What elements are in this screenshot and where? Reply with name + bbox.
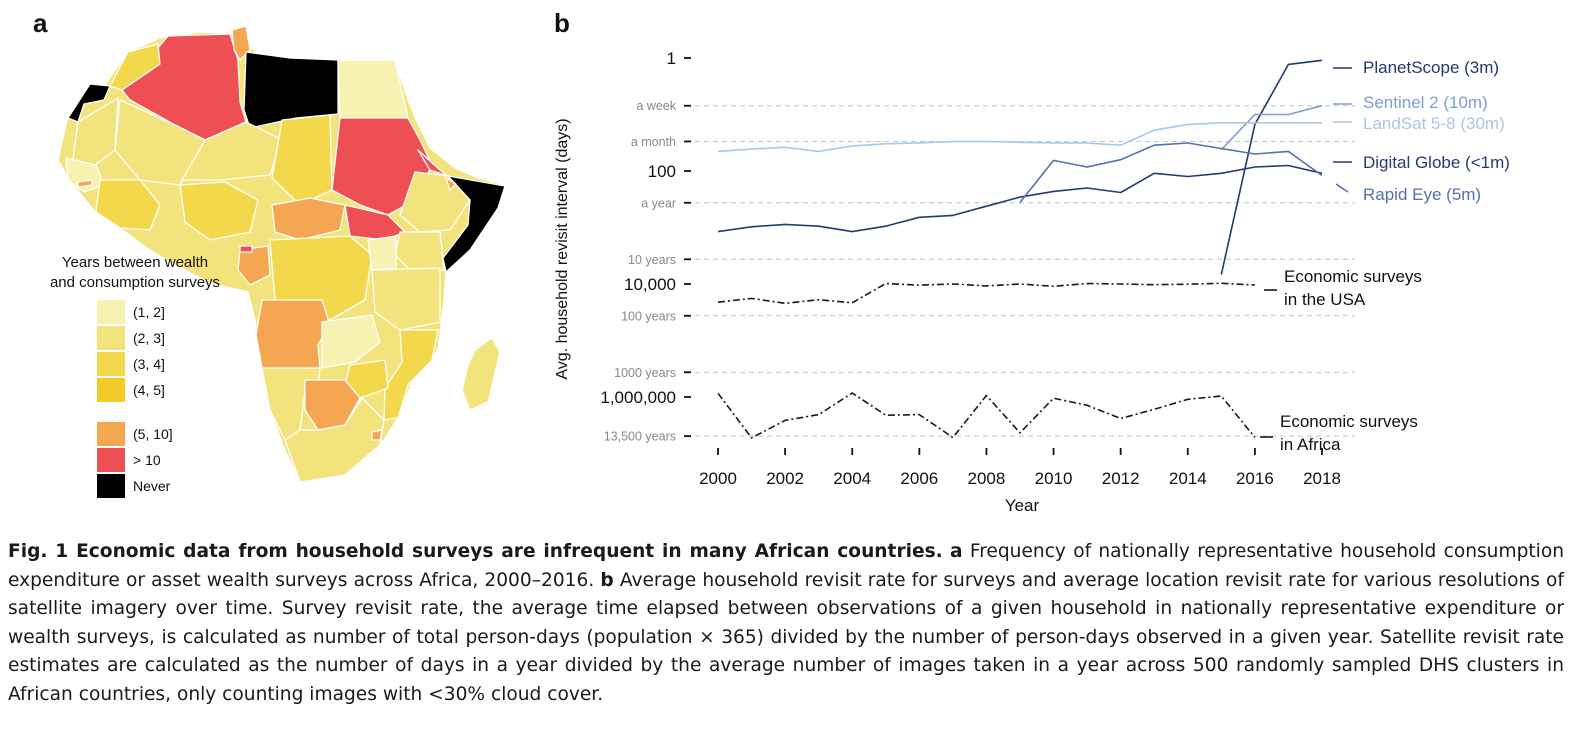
x-tick-label-8: 2016 [1236,469,1274,488]
map-senegal [65,157,105,193]
series-label-0: PlanetScope (3m) [1363,58,1499,77]
legend-label-6: Never [133,478,171,494]
map-car [271,197,346,241]
y-tick-label-0: 1 [667,49,676,68]
map-tunisia [231,25,251,61]
panel-b-letter: b [554,8,570,38]
legend-title-line-1: Years between wealth [62,254,208,271]
figure: a b [33,8,1510,515]
legend-label-2: (3, 4] [133,356,165,372]
series-line-2 [717,122,1322,153]
series-label-1: Sentinel 2 (10m) [1363,93,1488,112]
caption-a-text: Frequency of nationally representative h… [8,541,1564,591]
map-equatorial-guinea [239,245,253,253]
map-mauritania [71,97,119,166]
africa-map: Years between wealth and consumption sur… [50,25,507,498]
y-tick-label-1: 100 [648,162,676,181]
legend-swatch-2 [97,352,125,376]
x-tick-label-5: 2010 [1035,469,1073,488]
y-tick-label-9: 1000 years [614,366,676,380]
series-label-5-line-1: in the USA [1284,290,1366,309]
map-legend: (1, 2] (2, 3] (3, 4] (4, 5] (5, 10] > 10 Never [97,300,173,498]
y-tick-label-5: a month [631,135,676,149]
series-label-5-line-0: Economic surveys [1284,267,1422,286]
legend-title-line-2: and consumption surveys [50,274,220,291]
map-west-coast [95,179,161,231]
map-djibouti [445,177,457,191]
map-somalia [442,175,506,273]
legend-swatch-0 [97,300,125,324]
legend-label-3: (4, 5] [133,382,165,398]
map-gambia [77,179,93,188]
legend-label-1: (2, 3] [133,330,165,346]
caption-fig-label: Fig. 1 Economic data from household surv… [8,541,943,562]
series-label-3: Digital Globe (<1m) [1363,153,1510,172]
grid [695,105,1355,437]
map-egypt [337,59,409,119]
legend-label-0: (1, 2] [133,304,165,320]
map-swaziland [371,429,383,441]
series-line-3 [717,164,1323,233]
x-tick-label-0: 2000 [699,469,737,488]
map-zambia [321,314,381,369]
map-angola [255,299,331,369]
series-label-6-line-0: Economic surveys [1280,412,1418,431]
x-tick-label-7: 2014 [1169,469,1207,488]
y-tick-label-4: a week [636,99,676,113]
map-tanzania [371,267,441,331]
x-tick-label-4: 2008 [968,469,1006,488]
series-line-6 [717,392,1256,439]
map-nigeria [179,181,259,241]
map-niger [181,121,283,181]
caption-b-text: Average household revisit rate for surve… [8,569,1564,705]
series-lines [717,59,1323,439]
legend-label-5: > 10 [133,452,161,468]
x-axis-ticks: 2000 2002 2004 2006 2008 2010 2012 2014 2016 2018 [699,448,1341,488]
caption-a-marker: a [950,541,963,562]
map-eritrea [417,149,449,177]
y-axis-ticks: 1 100 10,000 1,000,000 a week a month a year 10… [600,49,691,444]
series-labels: PlanetScope (3m) Sentinel 2 (10m) LandSat … [1260,58,1510,454]
y-tick-label-2: 10,000 [624,275,676,294]
map-madagascar [461,337,501,411]
x-tick-label-1: 2002 [766,469,804,488]
series-line-1 [1220,104,1323,151]
x-tick-label-2: 2004 [833,469,871,488]
revisit-chart: Avg. household revisit interval (days) Y… [554,49,1510,515]
legend-label-4: (5, 10] [133,426,173,442]
series-label-leader-4 [1335,183,1349,193]
y-tick-label-8: 100 years [621,309,676,323]
y-tick-label-10: 13,500 years [604,430,676,444]
map-uganda [367,235,397,271]
legend-swatch-4 [97,422,125,446]
figure-caption: Fig. 1 Economic data from household surv… [8,538,1564,709]
map-south-africa [284,397,385,483]
legend-swatch-3 [97,378,125,402]
y-tick-label-3: 1,000,000 [600,388,676,407]
legend-swatch-6 [97,474,125,498]
panel-a-letter: a [33,8,48,38]
series-line-4 [1019,142,1323,203]
map-gabon [237,245,271,286]
legend-swatch-1 [97,326,125,350]
series-label-4: Rapid Eye (5m) [1363,185,1481,204]
series-label-6-line-1: in Africa [1280,435,1341,454]
x-tick-label-3: 2006 [900,469,938,488]
series-line-5 [717,282,1255,305]
map-mozambique [383,329,439,421]
series-label-2: LandSat 5-8 (30m) [1363,114,1505,133]
y-tick-label-7: 10 years [628,253,676,267]
series-line-0 [1220,59,1323,275]
x-tick-label-9: 2018 [1303,469,1341,488]
legend-swatch-5 [97,448,125,472]
y-axis-title: Avg. household revisit interval (days) [554,118,571,379]
map-chad [271,114,333,206]
map-morocco [109,43,161,91]
x-axis-title: Year [1005,496,1040,515]
caption-b-marker: b [600,569,614,591]
x-tick-label-6: 2012 [1102,469,1140,488]
y-tick-label-6: a year [641,196,676,210]
